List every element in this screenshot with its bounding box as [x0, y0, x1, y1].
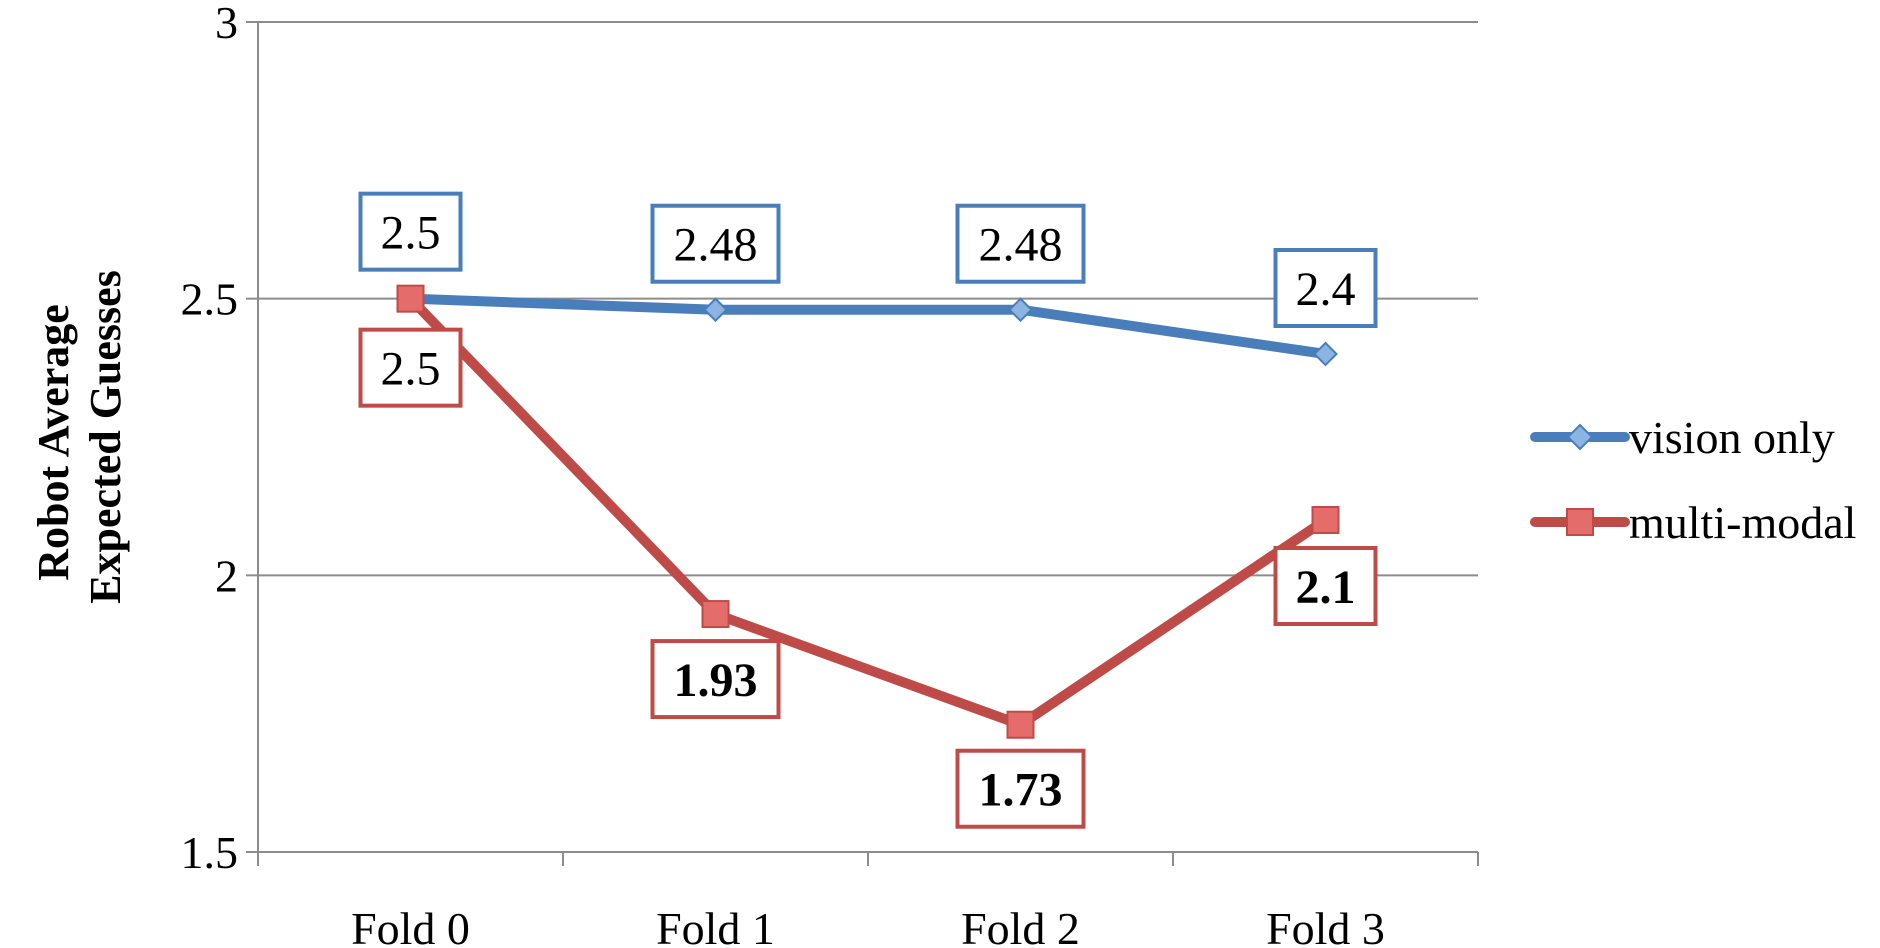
point-1-2	[1006, 710, 1035, 739]
point-0-2	[1008, 297, 1033, 323]
x-tick-label-3: Fold 3	[1266, 903, 1385, 948]
legend-marker-0	[1566, 423, 1594, 451]
data-label-1-3: 2.1	[1296, 561, 1356, 614]
series-line-0	[405, 293, 1331, 359]
y-axis-label-line-2: Expected Guesses	[81, 270, 130, 604]
x-tick-label-1: Fold 1	[656, 903, 775, 948]
data-label-1-1: 1.93	[674, 654, 758, 707]
data-label-box-1-1	[650, 639, 781, 720]
data-label-1-0: 2.5	[381, 343, 441, 396]
data-label-box-0-2	[955, 203, 1086, 284]
data-label-0-2: 2.48	[979, 219, 1063, 272]
data-label-box-1-0	[358, 327, 463, 408]
data-label-0-0: 2.5	[381, 207, 441, 260]
legend-label-1: multi-modal	[1629, 497, 1856, 548]
x-tick-label-0: Fold 0	[351, 903, 470, 948]
series	[396, 284, 1340, 739]
legend-marker-1	[1566, 508, 1594, 536]
data-label-box-0-3	[1273, 248, 1378, 328]
data-label-box-0-0	[358, 191, 463, 272]
point-1-0	[396, 284, 425, 313]
series-line-1	[405, 293, 1331, 730]
axes: 1.5 2 2.5 3 Fold 0 Fold 1 Fold 2 Fold 3	[181, 0, 1479, 948]
y-tick-label-0: 1.5	[181, 827, 239, 878]
y-tick-label-2: 2.5	[181, 274, 239, 325]
data-labels: 2.5 2.48 2.48 2.4 2.5 1.93 1.73 2.1	[358, 191, 1378, 829]
data-label-box-1-2	[955, 748, 1086, 829]
y-tick-label-1: 2	[215, 550, 238, 601]
legend: vision only multi-modal	[1530, 412, 1856, 548]
point-0-1	[703, 297, 728, 323]
data-label-0-1: 2.48	[674, 219, 758, 272]
data-label-0-3: 2.4	[1296, 263, 1356, 316]
y-tick-label-3: 3	[215, 0, 238, 48]
x-tick-label-2: Fold 2	[961, 903, 1080, 948]
point-1-1	[701, 600, 730, 629]
data-label-1-2: 1.73	[979, 764, 1063, 817]
data-label-box-1-3	[1273, 546, 1378, 626]
data-label-box-0-1	[650, 203, 781, 284]
point-0-3	[1313, 341, 1338, 367]
y-axis-label-line-1: Robot Average	[29, 304, 78, 581]
y-axis-label: Robot Average Expected Guesses	[29, 270, 130, 604]
legend-label-0: vision only	[1629, 412, 1835, 463]
point-1-3	[1311, 506, 1340, 534]
